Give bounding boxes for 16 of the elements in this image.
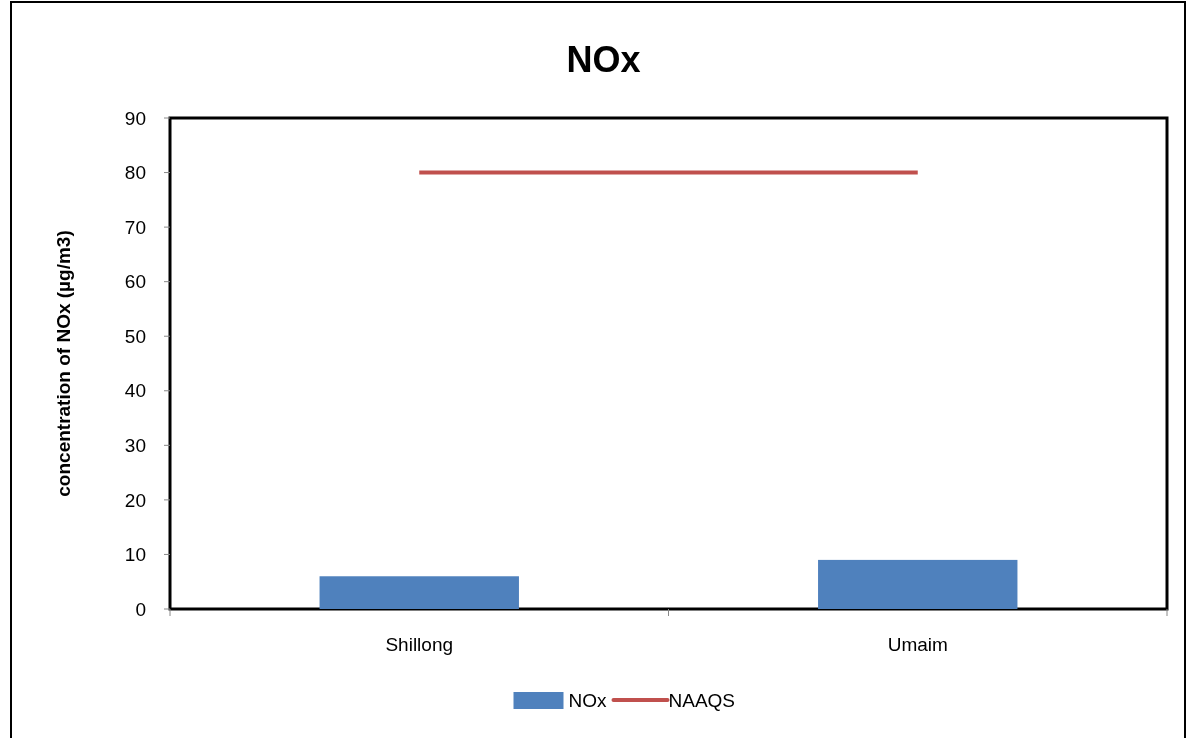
y-axis-title: concentration of NOx (µg/m3) bbox=[53, 230, 74, 497]
y-tick-label: 70 bbox=[124, 216, 146, 238]
x-tick-label: Umaim bbox=[887, 634, 948, 655]
y-tick-label: 80 bbox=[124, 162, 146, 184]
y-tick-label: 0 bbox=[135, 598, 146, 620]
y-tick-label: 10 bbox=[124, 544, 146, 566]
legend-label: NOx bbox=[568, 689, 607, 711]
chart-title: NOx bbox=[566, 39, 641, 80]
x-tick-label: Shillong bbox=[385, 634, 454, 655]
y-tick-label: 30 bbox=[124, 434, 146, 456]
y-tick-label: 50 bbox=[124, 325, 146, 347]
y-tick-label: 40 bbox=[124, 380, 146, 402]
y-tick-label: 20 bbox=[124, 489, 146, 511]
legend-label: NAAQS bbox=[668, 689, 736, 711]
y-tick-label: 90 bbox=[124, 107, 146, 129]
y-tick-label: 60 bbox=[124, 271, 146, 293]
